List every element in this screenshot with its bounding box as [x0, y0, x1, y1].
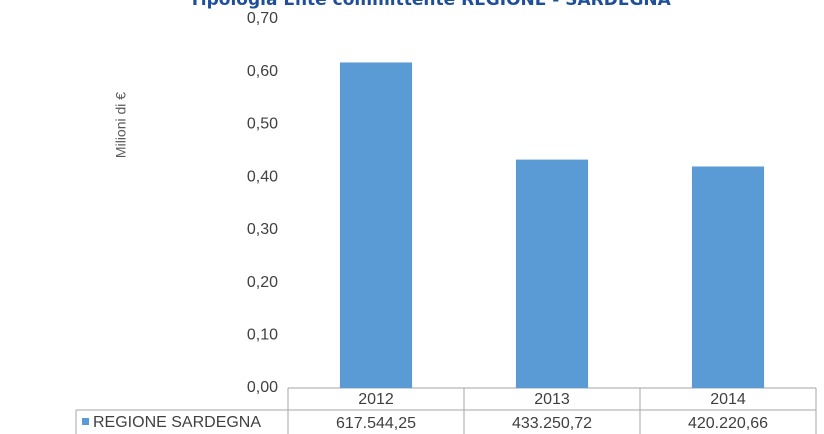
y-tick-label: 0,30 — [247, 221, 278, 238]
bar — [691, 166, 765, 388]
data-label: 617.544,25 — [336, 415, 416, 432]
bar — [515, 159, 589, 388]
y-tick-label: 0,20 — [247, 274, 278, 291]
data-label: 433.250,72 — [512, 415, 592, 432]
y-tick-label: 0,70 — [247, 10, 278, 27]
x-tick-label: 2014 — [710, 391, 746, 408]
y-tick-label: 0,00 — [247, 379, 278, 396]
y-tick-label: 0,40 — [247, 168, 278, 185]
y-axis-label: Milioni di € — [113, 92, 129, 158]
y-tick-label: 0,60 — [247, 63, 278, 80]
chart-title: Tipologia Ente committente REGIONE - SAR… — [189, 0, 671, 10]
legend-label: REGIONE SARDEGNA — [93, 414, 261, 431]
legend-swatch — [82, 418, 89, 425]
y-tick-label: 0,50 — [247, 116, 278, 133]
data-label: 420.220,66 — [688, 415, 768, 432]
x-tick-label: 2013 — [534, 391, 570, 408]
bar — [339, 62, 413, 388]
x-tick-label: 2012 — [358, 391, 394, 408]
y-tick-label: 0,10 — [247, 327, 278, 344]
